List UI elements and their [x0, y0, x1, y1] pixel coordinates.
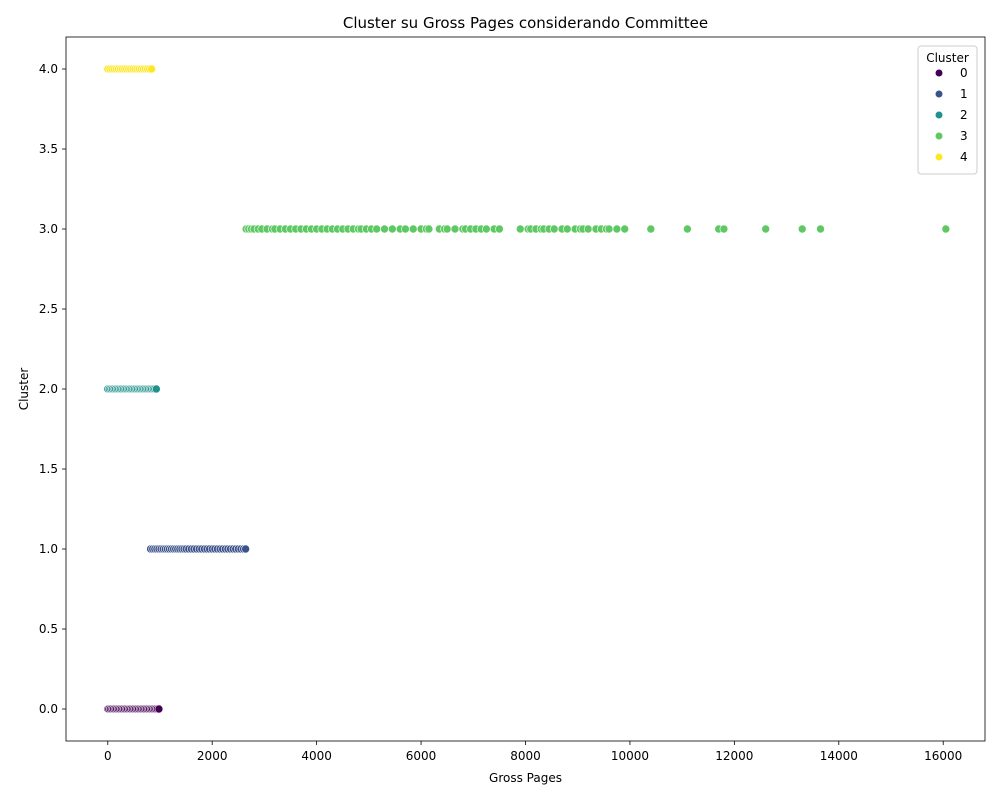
legend-marker — [935, 69, 943, 77]
data-point — [683, 224, 692, 234]
data-point — [646, 224, 656, 234]
data-point — [152, 384, 161, 394]
x-axis-label: Gross Pages — [489, 771, 562, 785]
x-tick-label: 2000 — [197, 749, 228, 763]
legend-title: Cluster — [926, 51, 969, 65]
data-point — [549, 224, 559, 234]
data-points — [103, 64, 951, 714]
legend-label: 2 — [960, 108, 968, 122]
data-point — [482, 224, 491, 234]
x-tick-label: 6000 — [406, 749, 437, 763]
data-point — [495, 224, 504, 234]
data-point — [372, 224, 381, 234]
data-point — [147, 64, 156, 74]
data-point — [620, 224, 630, 234]
legend-label: 3 — [960, 129, 968, 143]
y-tick-label: 3.0 — [39, 222, 58, 236]
x-tick-label: 0 — [104, 749, 112, 763]
x-tick-label: 16000 — [924, 749, 962, 763]
y-tick-label: 4.0 — [39, 62, 58, 76]
x-axis-ticks: 0 2000 4000 6000 8000 10000 12000 14000 16000 — [104, 741, 962, 763]
data-point — [515, 224, 525, 234]
plot-frame — [65, 36, 986, 742]
legend-marker — [935, 90, 943, 98]
x-tick-label: 8000 — [510, 749, 541, 763]
data-point — [424, 224, 434, 234]
y-tick-label: 0.0 — [39, 702, 58, 716]
data-point — [604, 224, 614, 234]
data-point — [241, 544, 250, 554]
y-tick-label: 0.5 — [39, 622, 58, 636]
legend-marker — [935, 153, 943, 161]
data-point — [583, 224, 593, 234]
data-point — [401, 224, 410, 234]
legend-items: 0 1 2 3 4 — [935, 66, 968, 164]
x-tick-label: 4000 — [301, 749, 332, 763]
data-point — [380, 224, 389, 234]
x-tick-label: 14000 — [820, 749, 858, 763]
y-tick-label: 1.5 — [39, 462, 58, 476]
x-tick-label: 12000 — [715, 749, 753, 763]
y-tick-label: 2.5 — [39, 302, 58, 316]
data-point — [408, 224, 418, 234]
data-point — [941, 224, 951, 234]
y-axis-ticks: 0.0 0.5 1.0 1.5 2.0 2.5 3.0 3.5 4.0 — [39, 62, 66, 716]
data-point — [388, 224, 397, 234]
legend-marker — [935, 132, 943, 140]
chart-title: Cluster su Gross Pages considerando Comm… — [343, 14, 708, 32]
data-point — [719, 224, 729, 234]
legend-label: 1 — [960, 87, 968, 101]
legend-box — [917, 45, 978, 175]
legend-label: 4 — [960, 150, 968, 164]
y-tick-label: 2.0 — [39, 382, 58, 396]
data-point — [816, 224, 825, 234]
legend-marker — [935, 111, 943, 119]
data-point — [442, 224, 452, 234]
legend: Cluster 0 1 2 3 4 — [917, 45, 978, 175]
data-point — [797, 224, 807, 234]
data-point — [154, 704, 164, 714]
y-tick-label: 3.5 — [39, 142, 58, 156]
legend-label: 0 — [960, 66, 968, 80]
data-point — [562, 224, 572, 234]
data-point — [612, 224, 622, 234]
data-point — [761, 224, 770, 234]
data-point — [450, 224, 460, 234]
y-axis-label: Cluster — [17, 368, 31, 411]
y-tick-label: 1.0 — [39, 542, 58, 556]
x-tick-label: 10000 — [611, 749, 649, 763]
